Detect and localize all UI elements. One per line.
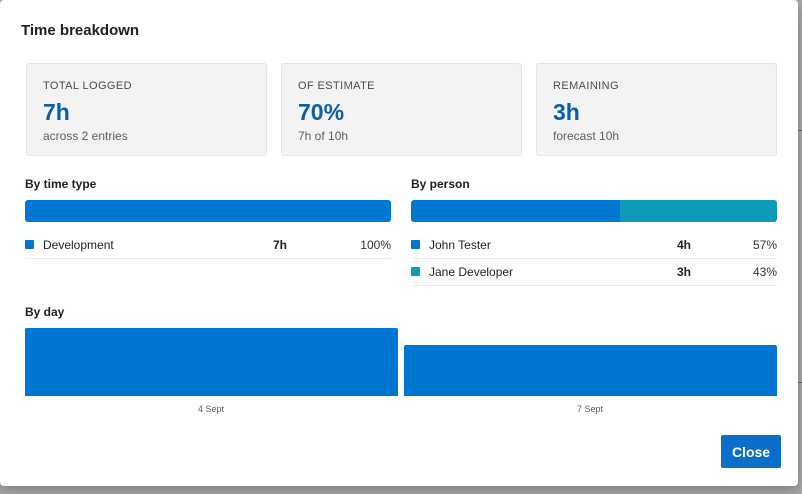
time-type-percent: 100% xyxy=(360,238,391,252)
stat-value: 70% xyxy=(298,99,345,125)
stat-subtext: 7h of 10h xyxy=(298,129,349,143)
legend-swatch xyxy=(411,240,420,249)
list-item-person: Jane Developer 3h 43% xyxy=(411,260,777,286)
stat-value: 7h xyxy=(43,99,70,125)
person-hours: 3h xyxy=(677,265,692,279)
person-hours: 4h xyxy=(677,238,692,252)
time-type-bar-segment-development xyxy=(25,200,391,222)
stat-label: OF ESTIMATE xyxy=(298,80,375,92)
day-bar xyxy=(404,345,777,396)
section-heading-time-type: By time type xyxy=(25,177,97,191)
person-bar-segment-john-tester xyxy=(411,200,620,222)
stat-subtext: across 2 entries xyxy=(43,129,128,143)
time-type-hours: 7h xyxy=(273,238,288,252)
stat-label: REMAINING xyxy=(553,80,619,92)
time-breakdown-dialog: Time breakdown TOTAL LOGGED 7h across 2 … xyxy=(0,0,798,486)
time-type-name: Development xyxy=(43,238,114,252)
person-stacked-bar xyxy=(411,200,777,222)
stat-label: TOTAL LOGGED xyxy=(43,80,132,92)
stat-card-remaining: REMAINING 3h forecast 10h xyxy=(536,63,777,156)
day-label: 4 Sept xyxy=(197,404,225,414)
stat-value: 3h xyxy=(553,99,580,125)
person-name: John Tester xyxy=(429,238,491,252)
day-label: 7 Sept xyxy=(576,404,604,414)
person-percent: 43% xyxy=(752,265,777,279)
time-type-stacked-bar xyxy=(25,200,391,222)
list-item-time-type: Development 7h 100% xyxy=(25,233,391,259)
stat-subtext: forecast 10h xyxy=(553,129,620,143)
person-percent: 57% xyxy=(752,238,777,252)
legend-swatch xyxy=(411,267,420,276)
section-heading-person: By person xyxy=(411,177,470,191)
close-button[interactable]: Close xyxy=(721,435,781,468)
day-bar xyxy=(25,328,398,396)
section-heading-day: By day xyxy=(25,305,65,319)
legend-swatch xyxy=(25,240,34,249)
person-bar-segment-jane-developer xyxy=(619,200,777,222)
background-edge-mark xyxy=(798,382,802,383)
dialog-title: Time breakdown xyxy=(21,22,140,39)
background-edge-mark xyxy=(798,130,802,131)
list-item-person: John Tester 4h 57% xyxy=(411,233,777,259)
stat-card-of-estimate: OF ESTIMATE 70% 7h of 10h xyxy=(281,63,522,156)
person-name: Jane Developer xyxy=(429,265,514,279)
stat-card-total-logged: TOTAL LOGGED 7h across 2 entries xyxy=(26,63,267,156)
